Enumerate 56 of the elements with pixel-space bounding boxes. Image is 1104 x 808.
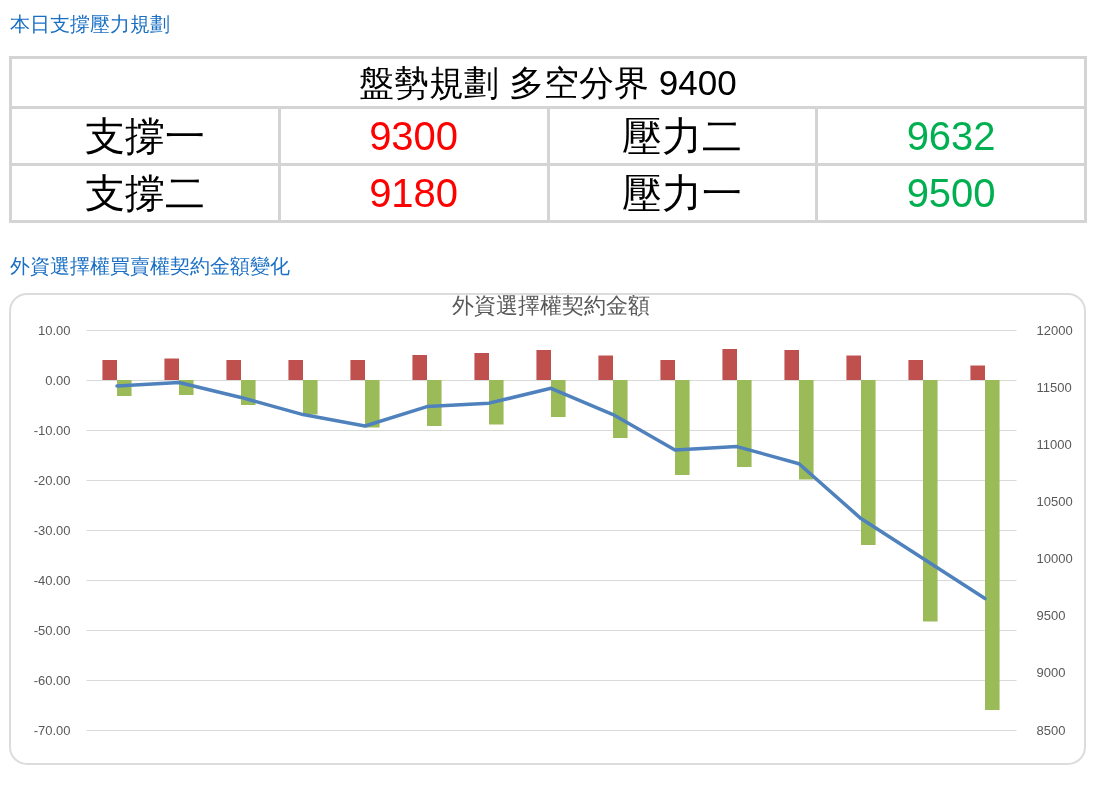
text: 9180 <box>279 164 548 222</box>
bar <box>412 355 427 380</box>
y-tick-label: -20.00 <box>33 472 71 488</box>
line-series <box>115 380 987 601</box>
text: 壓力一 <box>548 164 817 222</box>
y-tick-label: -70.00 <box>33 722 71 738</box>
y-tick-label: -50.00 <box>33 622 71 638</box>
bar <box>613 380 628 438</box>
y-tick-label: -60.00 <box>33 672 71 688</box>
y-tick-label: -30.00 <box>33 522 71 538</box>
text: 支撐一 <box>10 107 280 165</box>
y2-tick-label: 9500 <box>1036 608 1066 624</box>
chart-subtitle: 外資選擇權契約金額 <box>452 293 650 318</box>
text: 9300 <box>279 107 548 165</box>
y2-tick-label: 12000 <box>1036 322 1073 338</box>
bar <box>226 360 241 380</box>
bar <box>474 353 489 380</box>
bar <box>164 358 179 380</box>
y2-tick-label: 10000 <box>1036 551 1073 567</box>
bar <box>846 355 861 380</box>
bar <box>675 380 690 475</box>
bar <box>350 360 365 380</box>
text: 本日支撐壓力規劃 <box>10 12 170 36</box>
bar <box>722 349 737 380</box>
bar <box>861 380 876 545</box>
bar <box>737 380 752 467</box>
bar <box>598 355 613 380</box>
y2-tick-label: 9000 <box>1036 665 1066 681</box>
y2-tick-label: 11500 <box>1036 379 1072 395</box>
y-tick-label: 0.00 <box>45 372 71 388</box>
y-tick-label: -40.00 <box>33 572 71 588</box>
y2-tick-label: 11000 <box>1036 436 1072 452</box>
y-tick-label: -10.00 <box>33 422 71 438</box>
y2-tick-label: 10500 <box>1036 493 1073 509</box>
bar <box>303 380 318 415</box>
bar <box>799 380 814 480</box>
bar <box>536 350 551 380</box>
bar <box>102 360 117 380</box>
bar <box>985 380 1000 710</box>
y2-tick-label: 8500 <box>1036 722 1066 738</box>
text: 盤勢規劃 多空分界 9400 <box>10 57 1086 108</box>
y-tick-label: 10.00 <box>37 322 71 338</box>
bar <box>489 380 504 425</box>
chart-title: 外資選擇權買賣權契約金額變化 <box>10 254 290 278</box>
bar <box>660 360 675 380</box>
text: 9500 <box>816 164 1086 222</box>
bar <box>784 350 799 380</box>
text: 支撐二 <box>10 164 280 222</box>
text: 壓力二 <box>548 107 817 165</box>
bar <box>427 380 442 426</box>
bar <box>365 380 380 428</box>
text: 9632 <box>816 107 1086 165</box>
bar <box>970 365 985 380</box>
bar <box>288 360 303 380</box>
bar <box>923 380 938 622</box>
bar <box>908 360 923 380</box>
